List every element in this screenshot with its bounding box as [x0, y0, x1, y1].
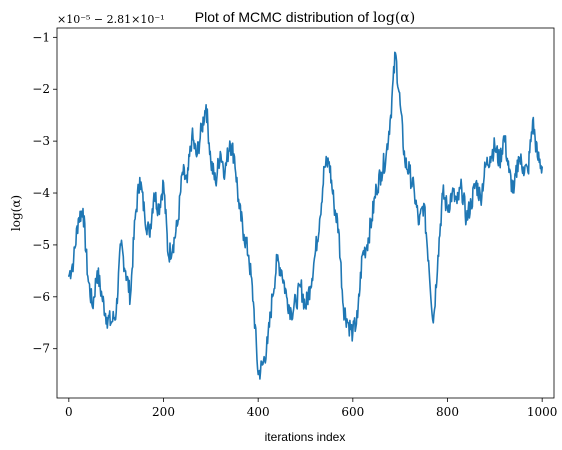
y-tick-label: −2	[32, 82, 50, 96]
y-tick-label: −6	[32, 290, 50, 304]
y-tick-label: −4	[32, 186, 50, 200]
y-axis-label: log(α)	[9, 195, 23, 231]
y-offset-text: ×10⁻⁵ − 2.81×10⁻¹	[57, 13, 165, 26]
x-tick-label: 1000	[527, 405, 558, 419]
x-tick-label: 0	[65, 405, 73, 419]
x-tick-label: 800	[436, 405, 459, 419]
x-axis-label: iterations index	[265, 430, 346, 444]
plot-frame	[56, 27, 555, 399]
chart-title-text: Plot of MCMC distribution of	[195, 9, 373, 25]
y-tick-label: −1	[32, 30, 50, 44]
y-tick-label: −7	[32, 342, 50, 356]
chart-title: Plot of MCMC distribution of log(α)	[195, 9, 415, 26]
x-tick-label: 400	[247, 405, 270, 419]
y-tick-label: −3	[32, 134, 50, 148]
x-tick-label: 600	[341, 405, 364, 419]
ticks-layer: 0 200 400 600 800 1000 −7 −6 −5 −4 −3 −2 −1	[32, 30, 557, 419]
series-line	[68, 51, 543, 380]
y-tick-label: −5	[32, 238, 50, 252]
x-tick-label: 200	[152, 405, 175, 419]
chart-title-math: log(α)	[373, 10, 415, 26]
